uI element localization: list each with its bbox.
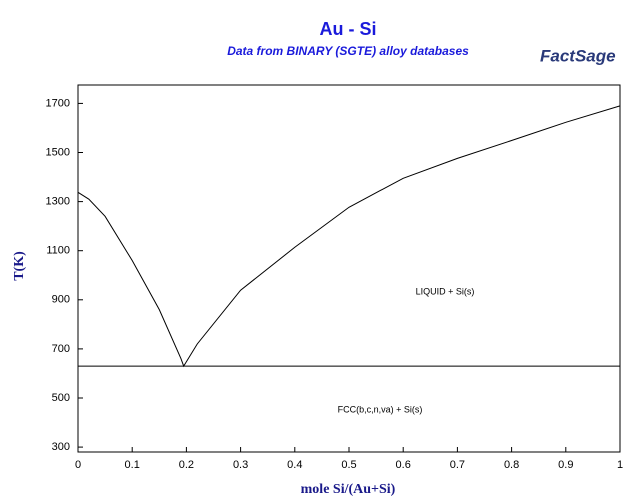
x-tick-label: 0.8: [504, 459, 519, 471]
x-axis-label: mole Si/(Au+Si): [301, 482, 396, 497]
y-tick-label: 700: [52, 343, 70, 355]
y-tick-label: 900: [52, 294, 70, 306]
y-tick-label: 300: [52, 441, 70, 453]
y-tick-label: 1700: [46, 97, 70, 109]
logo: FactSage: [540, 46, 616, 65]
x-tick-label: 0.7: [450, 459, 465, 471]
chart-title: Au - Si: [320, 19, 377, 39]
phase-boundary: [77, 105, 621, 368]
x-tick-label: 0.5: [341, 459, 356, 471]
x-tick-label: 0.1: [125, 459, 140, 471]
chart-subtitle: Data from BINARY (SGTE) alloy databases: [227, 44, 469, 58]
y-tick-label: 1100: [46, 245, 70, 257]
phase-label: LIQUID + Si(s): [416, 286, 475, 296]
y-tick-label: 500: [52, 392, 70, 404]
x-tick-label: 1: [617, 459, 623, 471]
x-tick-label: 0: [75, 459, 81, 471]
x-tick-label: 0.3: [233, 459, 248, 471]
x-tick-label: 0.4: [287, 459, 302, 471]
x-tick-label: 0.2: [179, 459, 194, 471]
x-tick-label: 0.9: [558, 459, 573, 471]
phase-label: FCC(b,c,n,va) + Si(s): [338, 404, 423, 414]
x-tick-label: 0.6: [396, 459, 411, 471]
y-tick-label: 1300: [46, 196, 70, 208]
y-tick-label: 1500: [46, 146, 70, 158]
y-axis-label: T(K): [12, 251, 27, 281]
plot-frame: [77, 84, 621, 453]
